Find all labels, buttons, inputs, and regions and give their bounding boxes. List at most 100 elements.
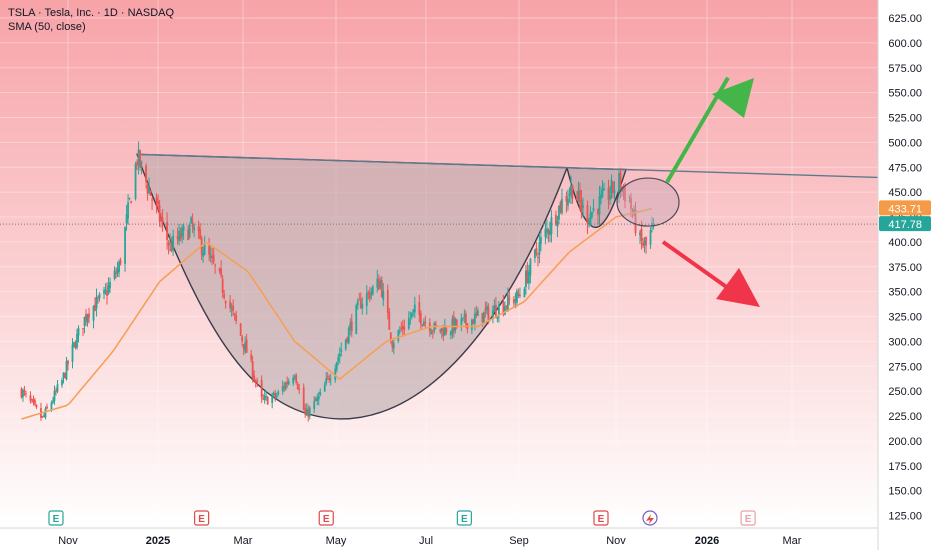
candle-body	[34, 400, 36, 405]
time-axis-background	[0, 528, 878, 550]
candle-body	[516, 290, 518, 303]
candle-body	[481, 313, 484, 323]
candle-body	[523, 288, 526, 298]
candle-body	[115, 273, 117, 275]
candle-body	[525, 270, 527, 288]
candle-body	[422, 321, 425, 326]
candle-body	[256, 380, 259, 382]
candle-body	[329, 378, 332, 380]
earnings-marker: E	[456, 510, 472, 526]
symbol-title[interactable]: TSLA · Tesla, Inc. · 1D · NASDAQ	[8, 7, 175, 19]
indicator-label[interactable]: SMA (50, close)	[8, 21, 86, 33]
sma-value-badge: 433.71	[879, 200, 931, 216]
sma-badge-bg	[879, 200, 931, 216]
earnings-marker: E	[48, 510, 64, 526]
candle-body	[77, 328, 80, 336]
candle-body	[53, 390, 56, 401]
candle-body	[307, 409, 310, 417]
candle-body	[325, 378, 328, 384]
candle-body	[209, 255, 212, 258]
candle-body	[565, 195, 568, 202]
candle-body	[41, 416, 44, 418]
candle-body	[546, 228, 548, 232]
candle-body	[244, 341, 247, 352]
earnings-marker: E	[593, 510, 609, 526]
candle-body	[529, 259, 532, 276]
candle-body	[178, 230, 181, 241]
candle-body	[526, 270, 529, 283]
candle-body	[497, 304, 500, 316]
candle-body	[103, 289, 105, 294]
candle-body	[550, 216, 553, 235]
candle-body	[52, 400, 54, 403]
y-tick-label: 400.00	[888, 237, 922, 249]
y-tick-label: 275.00	[888, 361, 922, 373]
candle-body	[344, 339, 347, 349]
candle-body	[61, 380, 63, 386]
last-price-badge: 417.78	[879, 216, 931, 232]
sma-layer	[21, 207, 653, 420]
candle-body	[603, 188, 605, 191]
candle-body	[160, 219, 162, 222]
candle-body	[197, 226, 200, 232]
y-tick-label: 375.00	[888, 262, 922, 274]
candle-body	[431, 330, 434, 332]
candle-body	[241, 336, 244, 342]
candle-body	[397, 330, 400, 342]
candle-body	[92, 306, 95, 321]
earnings-marker: E	[740, 510, 756, 526]
candle-body	[286, 382, 289, 384]
candle-body	[547, 229, 550, 234]
candle-body	[502, 302, 505, 313]
candle-body	[349, 323, 352, 330]
x-tick-label: Nov	[606, 535, 626, 547]
candle-body	[260, 379, 263, 398]
candle-body	[347, 328, 350, 344]
candle-body	[283, 385, 286, 389]
candle-body	[609, 194, 611, 200]
candle-body	[642, 242, 644, 246]
candle-body	[440, 328, 443, 332]
y-tick-label: 175.00	[888, 461, 922, 473]
candle-body	[346, 337, 349, 342]
x-tick-label: Mar	[234, 535, 253, 547]
candle-body	[134, 163, 137, 199]
candle-body	[140, 162, 143, 164]
candle-body	[224, 301, 227, 304]
candle-body	[74, 344, 77, 348]
earnings-marker-label: E	[198, 514, 205, 525]
cup-shape	[136, 153, 569, 420]
candle-body	[223, 294, 226, 298]
candle-body	[323, 384, 326, 392]
candle-body	[23, 390, 26, 392]
candle-body	[400, 328, 403, 330]
y-tick-label: 150.00	[888, 486, 922, 498]
candle-body	[571, 185, 574, 199]
candle-body	[190, 217, 193, 223]
candle-body	[559, 201, 562, 212]
candle-body	[463, 315, 466, 317]
candle-body	[377, 278, 380, 290]
candle-body	[67, 360, 69, 365]
candle-body	[55, 390, 57, 392]
candle-body	[586, 204, 589, 225]
candle-body	[496, 316, 499, 319]
candle-body	[568, 194, 571, 196]
y-tick-label: 550.00	[888, 88, 922, 100]
candle-body	[106, 290, 108, 296]
candle-body	[43, 415, 45, 417]
y-tick-label: 200.00	[888, 436, 922, 448]
y-tick-label: 450.00	[888, 187, 922, 199]
candle-body	[407, 318, 410, 329]
x-tick-label: May	[326, 535, 347, 547]
candle-body	[314, 398, 317, 402]
candle-body	[561, 198, 563, 214]
candle-body	[82, 328, 84, 330]
candle-body	[370, 291, 373, 295]
candle-body	[169, 242, 171, 244]
candle-body	[493, 306, 496, 312]
earnings-marker: E	[194, 510, 210, 526]
candle-body	[612, 181, 614, 193]
annotations	[0, 76, 878, 307]
